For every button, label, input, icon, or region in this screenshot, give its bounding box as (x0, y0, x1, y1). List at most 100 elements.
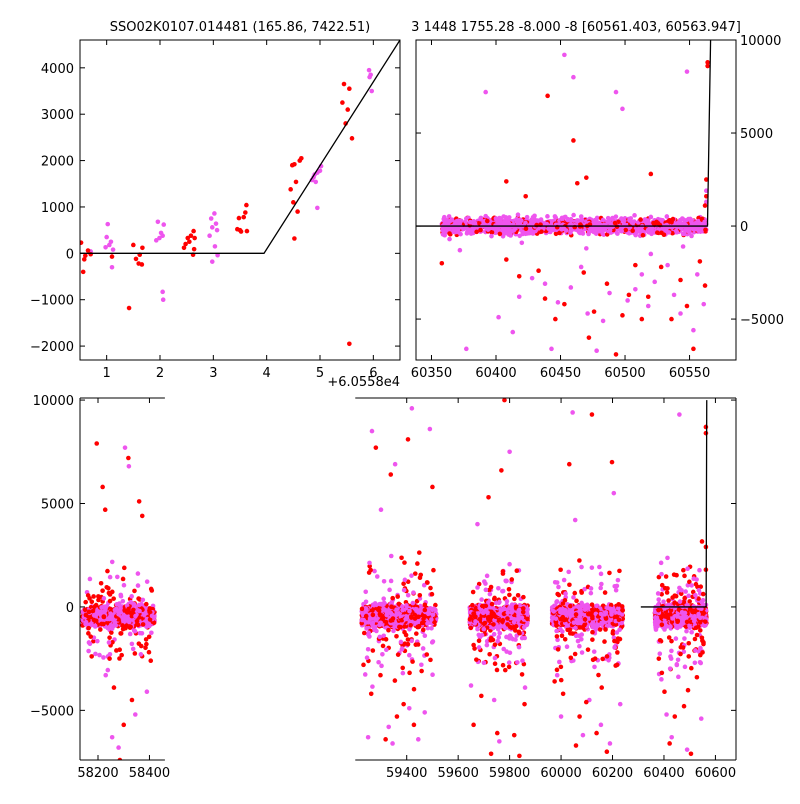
data-point (81, 270, 86, 275)
data-point (410, 659, 415, 664)
data-point (313, 180, 318, 185)
data-point (118, 631, 123, 636)
data-point (428, 586, 433, 591)
x-tick-label: 60450 (540, 366, 581, 381)
data-point (483, 223, 488, 228)
data-point (122, 566, 127, 571)
data-point (703, 203, 708, 208)
data-point (389, 604, 394, 609)
data-point (442, 233, 447, 238)
data-point (129, 600, 134, 605)
data-point (478, 228, 483, 233)
data-point (115, 575, 120, 580)
data-point (569, 285, 574, 290)
data-point (407, 609, 412, 614)
x-tick-label: 60500 (604, 366, 645, 381)
data-point (560, 217, 565, 222)
data-point (605, 281, 610, 286)
plot-area-top-left (79, 40, 400, 346)
data-point (534, 223, 539, 228)
data-point (594, 229, 599, 234)
data-point (373, 601, 378, 606)
data-point (414, 631, 419, 636)
data-point (407, 671, 412, 676)
data-point (483, 214, 488, 219)
data-point (115, 602, 120, 607)
data-point (623, 228, 628, 233)
data-point (389, 611, 394, 616)
data-point (394, 607, 399, 612)
data-point (459, 218, 464, 223)
data-point (371, 613, 376, 618)
data-point (133, 614, 138, 619)
data-point (421, 646, 426, 651)
data-point (620, 313, 625, 318)
data-point (110, 560, 115, 565)
data-point (207, 233, 212, 238)
data-point (696, 228, 701, 233)
data-point (615, 231, 620, 236)
data-point (429, 626, 434, 631)
data-point (406, 637, 411, 642)
data-point (431, 607, 436, 612)
data-point (431, 639, 436, 644)
data-point (134, 257, 139, 262)
data-point (443, 220, 448, 225)
data-point (105, 222, 110, 227)
data-point (402, 588, 407, 593)
data-point (295, 209, 300, 214)
data-point (415, 561, 420, 566)
data-point (376, 660, 381, 665)
data-point (478, 217, 483, 222)
data-point (97, 653, 102, 658)
data-point (423, 603, 428, 608)
data-point (400, 666, 405, 671)
data-point (517, 218, 522, 223)
data-point (674, 229, 679, 234)
data-point (641, 233, 646, 238)
data-point (691, 328, 696, 333)
data-point (214, 221, 219, 226)
data-point (404, 603, 409, 608)
axes-frame-top-left (80, 40, 400, 360)
data-point (685, 69, 690, 74)
data-point (601, 218, 606, 223)
data-point (145, 579, 150, 584)
data-point (485, 219, 490, 224)
data-point (633, 287, 638, 292)
data-point (381, 644, 386, 649)
data-point (209, 216, 214, 221)
x-tick-label: 60400 (475, 366, 516, 381)
data-point (98, 627, 103, 632)
data-point (107, 615, 112, 620)
data-point (566, 218, 571, 223)
data-point (494, 216, 499, 221)
data-point (108, 652, 113, 657)
data-point (400, 618, 405, 623)
data-point (671, 217, 676, 222)
data-point (382, 579, 387, 584)
data-point (109, 239, 114, 244)
data-point (122, 608, 127, 613)
data-point (646, 294, 651, 299)
data-point (156, 219, 161, 224)
data-point (367, 561, 372, 566)
data-point (137, 603, 142, 608)
data-point (375, 574, 380, 579)
data-point (121, 618, 126, 623)
data-point (425, 580, 430, 585)
data-point (215, 228, 220, 233)
data-point (108, 575, 113, 580)
data-point (88, 577, 93, 582)
data-point (523, 194, 528, 199)
x-tick-label: 6 (369, 366, 377, 381)
data-point (121, 627, 126, 632)
data-point (389, 579, 394, 584)
data-point (161, 222, 166, 227)
data-point (407, 627, 412, 632)
data-point (632, 213, 637, 218)
data-point (340, 100, 345, 105)
data-point (418, 573, 423, 578)
data-point (106, 668, 111, 673)
data-point (402, 624, 407, 629)
